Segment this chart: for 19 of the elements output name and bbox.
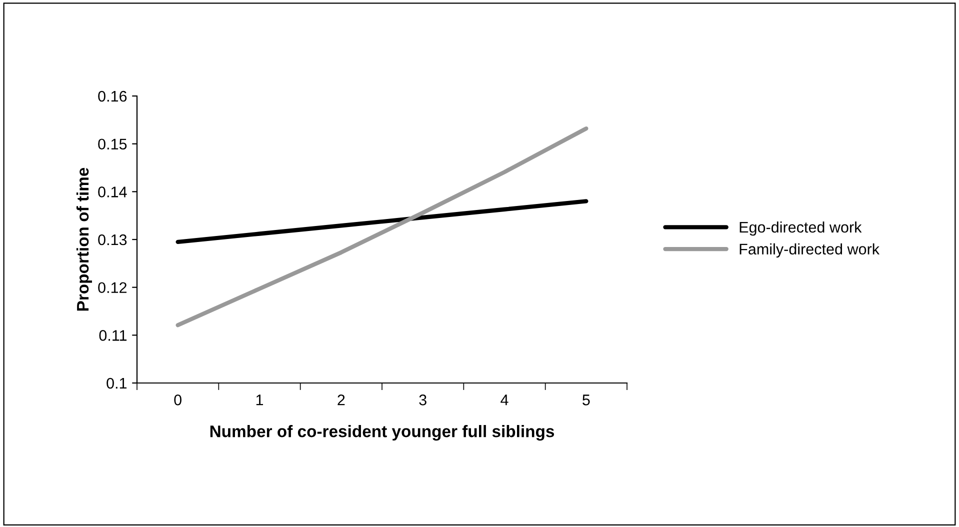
y-tick-label: 0.12 bbox=[98, 282, 127, 294]
legend-label: Family-directed work bbox=[740, 243, 880, 258]
x-tick-label: 1 bbox=[256, 394, 264, 406]
y-tick-label: 0.15 bbox=[98, 138, 127, 150]
y-tick-label: 0.13 bbox=[98, 234, 127, 246]
y-tick-label: 0.1 bbox=[106, 378, 127, 389]
x-tick-label: 3 bbox=[419, 394, 426, 406]
x-tick-label: 4 bbox=[500, 394, 508, 406]
y-axis-title: Proportion of time bbox=[76, 168, 92, 311]
legend-label: Ego-directed work bbox=[740, 221, 862, 236]
x-tick-label: 5 bbox=[582, 394, 590, 406]
x-axis-title: Number of co-resident younger full siblings bbox=[210, 425, 554, 441]
x-tick-label: 0 bbox=[174, 394, 182, 406]
line-series bbox=[176, 199, 588, 244]
line-series bbox=[176, 126, 588, 328]
x-tick-label: 2 bbox=[338, 394, 345, 406]
y-tick-label: 0.16 bbox=[98, 90, 127, 102]
y-tick-label: 0.14 bbox=[98, 186, 127, 198]
y-tick-label: 0.11 bbox=[99, 330, 127, 341]
